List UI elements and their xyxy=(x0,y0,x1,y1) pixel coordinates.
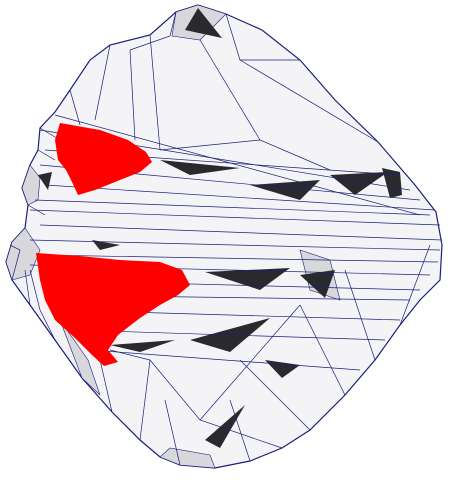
highlight-region-lower xyxy=(36,253,190,366)
highlight-regions xyxy=(36,123,190,366)
gemstone-body xyxy=(5,4,443,469)
highlight-region-upper xyxy=(55,123,152,195)
shaded-facets xyxy=(5,4,341,469)
